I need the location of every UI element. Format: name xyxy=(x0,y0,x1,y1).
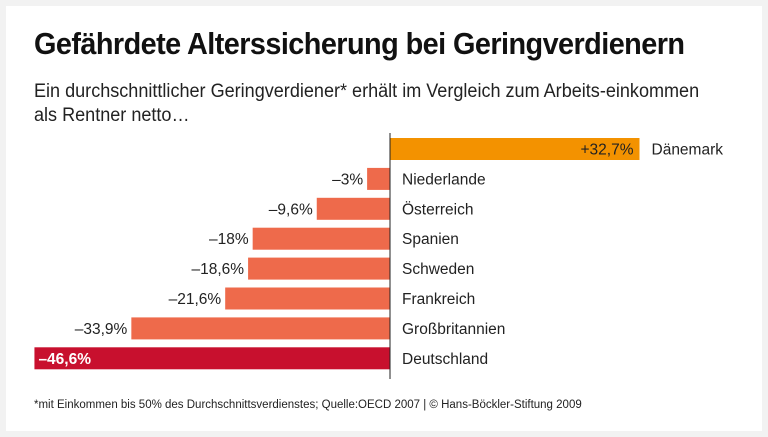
bar-Österreich xyxy=(316,197,390,220)
bar-Deutschland xyxy=(34,347,390,370)
category-label: Spanien xyxy=(402,231,459,248)
value-label: +32,7% xyxy=(580,142,633,159)
value-label: –18,6% xyxy=(192,261,245,278)
bar-Spanien xyxy=(252,227,390,250)
value-label: –3% xyxy=(332,171,363,188)
value-label: –33,9% xyxy=(75,321,128,338)
value-label: –46,6% xyxy=(38,351,91,368)
value-label: –21,6% xyxy=(169,291,222,308)
value-label: –9,6% xyxy=(269,201,313,218)
category-label: Niederlande xyxy=(402,171,486,188)
chart-title: Gefährdete Alterssicherung bei Geringver… xyxy=(34,26,685,61)
category-label: Österreich xyxy=(402,200,474,218)
bar-Frankreich xyxy=(225,287,390,310)
footnote: *mit Einkommen bis 50% des Durchschnitts… xyxy=(34,399,582,411)
category-label: Großbritannien xyxy=(402,321,505,338)
category-label: Dänemark xyxy=(652,142,724,159)
bar-Dänemark xyxy=(390,138,640,160)
value-label: –18% xyxy=(209,231,249,248)
bar-Großbritannien xyxy=(131,317,390,340)
category-label: Schweden xyxy=(402,261,474,278)
chart-subtitle: Ein durchschnittlicher Geringverdiener* … xyxy=(34,81,700,126)
category-label: Frankreich xyxy=(402,291,475,308)
bar-Niederlande xyxy=(367,167,390,190)
bar-Schweden xyxy=(248,257,390,280)
category-label: Deutschland xyxy=(402,351,488,368)
